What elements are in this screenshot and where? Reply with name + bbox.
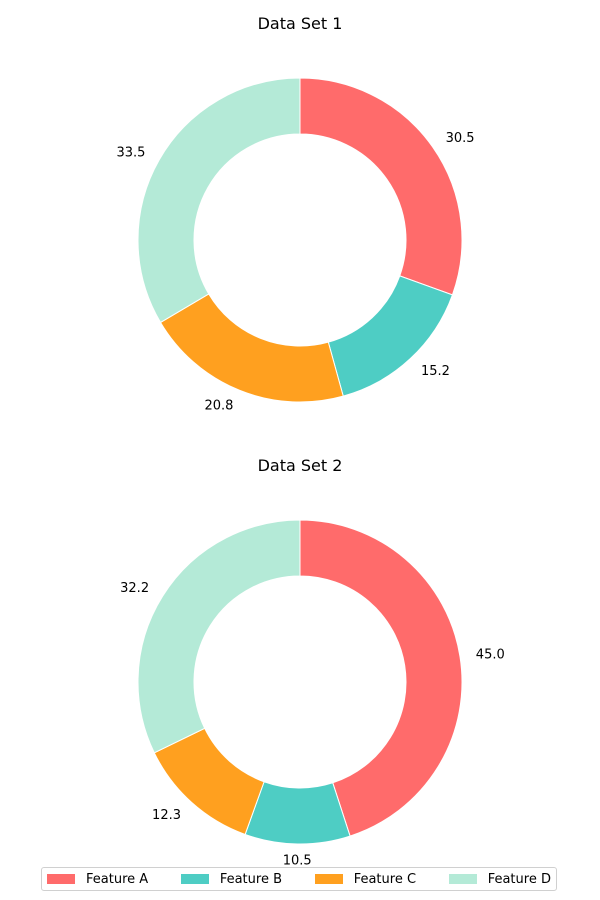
donut-slice-feature-a [299,519,463,837]
legend-label-feature-a: Feature A [86,871,149,887]
legend-swatch-feature-a [47,874,75,884]
slice-value-label-feature-b: 10.5 [283,854,312,869]
legend-item-feature-c: Feature C [314,871,417,887]
donut-slice-feature-d [137,77,301,324]
legend-item-feature-b: Feature B [180,871,283,887]
donut-chart-2: Data Set 2 45.0 10.5 12.3 32.2 [120,456,505,869]
donut-chart-1: Data Set 1 30.5 15.2 20.8 33.5 [116,14,474,414]
slice-value-label-feature-c: 12.3 [152,808,181,823]
slice-value-label-feature-c: 20.8 [204,399,233,414]
legend-swatch-feature-b [180,874,209,884]
chart-title: Data Set 1 [258,14,343,33]
donut-slice-feature-d [137,519,301,754]
legend-swatch-feature-d [448,874,477,884]
legend-swatch-feature-c [314,874,343,884]
legend-item-feature-a: Feature A [47,872,148,887]
legend-item-feature-d: Feature D [448,871,551,887]
slice-value-label-feature-d: 32.2 [120,581,149,596]
donut-slice-feature-a [299,77,463,296]
legend-label-feature-b: Feature B [219,871,283,887]
slice-value-label-feature-a: 45.0 [476,648,505,663]
donut-slice-feature-c [159,293,344,403]
slice-value-label-feature-d: 33.5 [116,145,145,160]
legend: Feature A Feature B Feature C Feature D [41,867,557,891]
slice-value-label-feature-b: 15.2 [421,364,450,379]
legend-label-feature-c: Feature C [353,871,417,887]
slice-value-label-feature-a: 30.5 [446,131,475,146]
legend-label-feature-d: Feature D [487,871,551,887]
chart-title: Data Set 2 [258,456,343,475]
